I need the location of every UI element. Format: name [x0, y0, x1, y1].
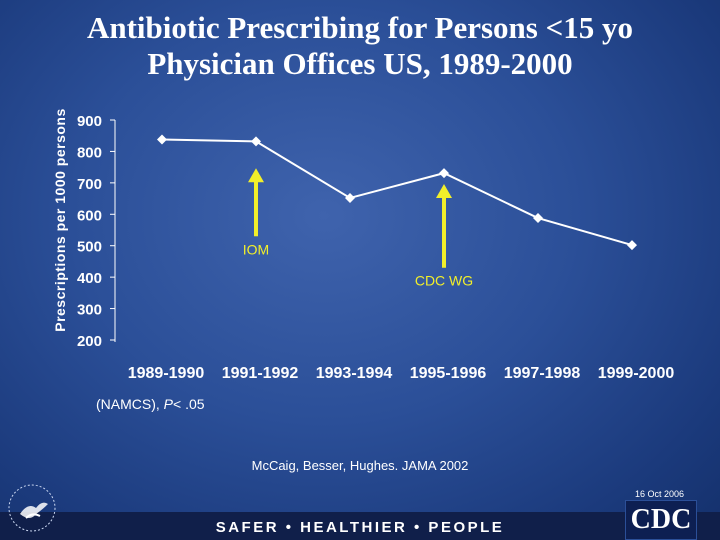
y-tick-label: 800	[77, 144, 102, 161]
annotation-arrowhead	[248, 168, 264, 183]
data-point	[157, 134, 167, 145]
x-tick-label: 1997-1998	[504, 365, 581, 382]
y-tick-label: 500	[77, 239, 102, 256]
footer-bar	[0, 512, 720, 540]
cdc-logo-text: CDC	[630, 504, 692, 535]
y-tick-label: 900	[77, 113, 102, 130]
x-tick-label: 1995-1996	[410, 365, 487, 382]
y-tick-label: 200	[77, 333, 102, 350]
chart-subtitle: Physician Offices US, 1989-2000	[147, 46, 573, 81]
line-chart: Prescriptions per 1000 persons 900 800 700…	[52, 108, 675, 382]
cdc-logo: CDC	[625, 500, 697, 540]
data-point	[627, 240, 637, 251]
annotation-label: CDC WG	[415, 273, 473, 289]
annotation-arrowhead	[436, 184, 452, 198]
x-tick-label: 1999-2000	[598, 365, 675, 382]
data-point	[251, 136, 261, 147]
slide-date: 16 Oct 2006	[634, 489, 684, 499]
x-tick-label: 1989-1990	[128, 365, 205, 382]
data-point	[533, 213, 543, 224]
data-point	[439, 168, 449, 179]
annotation-label: IOM	[243, 241, 269, 257]
data-point	[345, 192, 355, 203]
footnote-suffix: < .05	[173, 396, 205, 412]
y-tick-label: 300	[77, 302, 102, 319]
series-line	[161, 138, 633, 247]
y-tick-label: 400	[77, 270, 102, 287]
y-tick-label: 700	[77, 176, 102, 193]
y-tick-label: 600	[77, 207, 102, 224]
y-axis-label: Prescriptions per 1000 persons	[52, 108, 68, 332]
footnote-prefix: (NAMCS),	[96, 396, 164, 412]
footer-tagline: SAFER • HEALTHIER • PEOPLE	[215, 519, 505, 536]
footnote: (NAMCS), P< .05	[96, 396, 205, 412]
hhs-eagle-icon	[8, 484, 56, 532]
x-tick-label: 1991-1992	[222, 365, 299, 382]
x-tick-label: 1993-1994	[316, 365, 393, 382]
citation: McCaig, Besser, Hughes. JAMA 2002	[251, 458, 469, 473]
footnote-p: P	[163, 396, 174, 412]
chart-title: Antibiotic Prescribing for Persons <15 y…	[86, 10, 634, 45]
